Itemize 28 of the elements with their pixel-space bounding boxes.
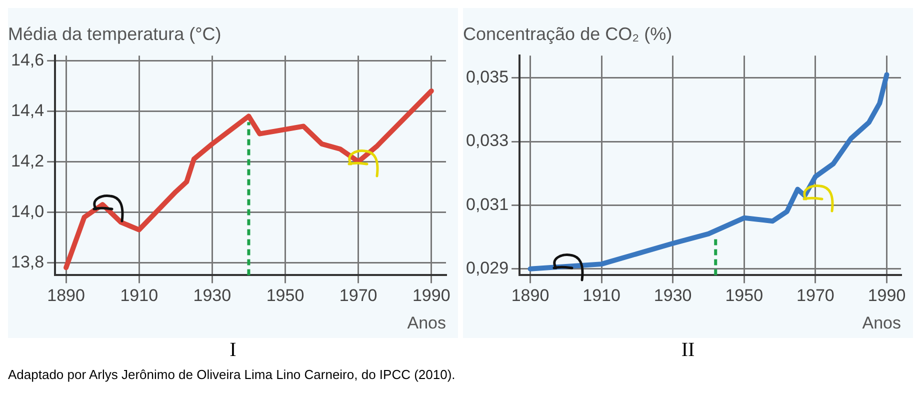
x-tick-label: 1990 bbox=[412, 286, 450, 306]
chart-title: Concentração de CO₂ (%) bbox=[463, 24, 672, 44]
y-tick-label: 0,031 bbox=[466, 194, 509, 214]
x-axis-title: Anos bbox=[407, 313, 446, 332]
y-tick-label: 14,2 bbox=[10, 151, 44, 170]
x-tick-label: 1950 bbox=[725, 286, 764, 306]
x-tick-label: 1890 bbox=[511, 286, 550, 306]
y-tick-label: 0,035 bbox=[466, 68, 509, 87]
y-tick-label: 14,4 bbox=[10, 100, 44, 120]
chart-title: Média da temperatura (°C) bbox=[8, 24, 222, 44]
y-tick-label: 14,6 bbox=[10, 50, 44, 70]
text: Adaptado por Arlys Jerônimo de Oliveira Lima Lino Carneiro, do IPCC (2010). bbox=[8, 367, 456, 382]
x-tick-label: 1910 bbox=[582, 286, 620, 306]
y-tick-label: 14,0 bbox=[10, 202, 44, 221]
y-tick-label: 13,8 bbox=[10, 252, 44, 272]
x-tick-label: 1930 bbox=[193, 286, 232, 306]
x-tick-label: 1910 bbox=[120, 286, 158, 306]
y-tick-label: 0,033 bbox=[466, 131, 509, 150]
text: II bbox=[680, 338, 696, 362]
text: I bbox=[228, 338, 238, 362]
y-tick-label: 0,029 bbox=[466, 258, 509, 278]
x-tick-label: 1970 bbox=[339, 286, 378, 306]
x-tick-label: 1990 bbox=[868, 286, 906, 306]
x-tick-label: 1970 bbox=[796, 286, 834, 306]
x-tick-label: 1930 bbox=[654, 286, 692, 306]
x-tick-label: 1950 bbox=[266, 286, 304, 306]
x-axis-title: Anos bbox=[862, 313, 901, 332]
x-tick-label: 1890 bbox=[47, 286, 85, 306]
